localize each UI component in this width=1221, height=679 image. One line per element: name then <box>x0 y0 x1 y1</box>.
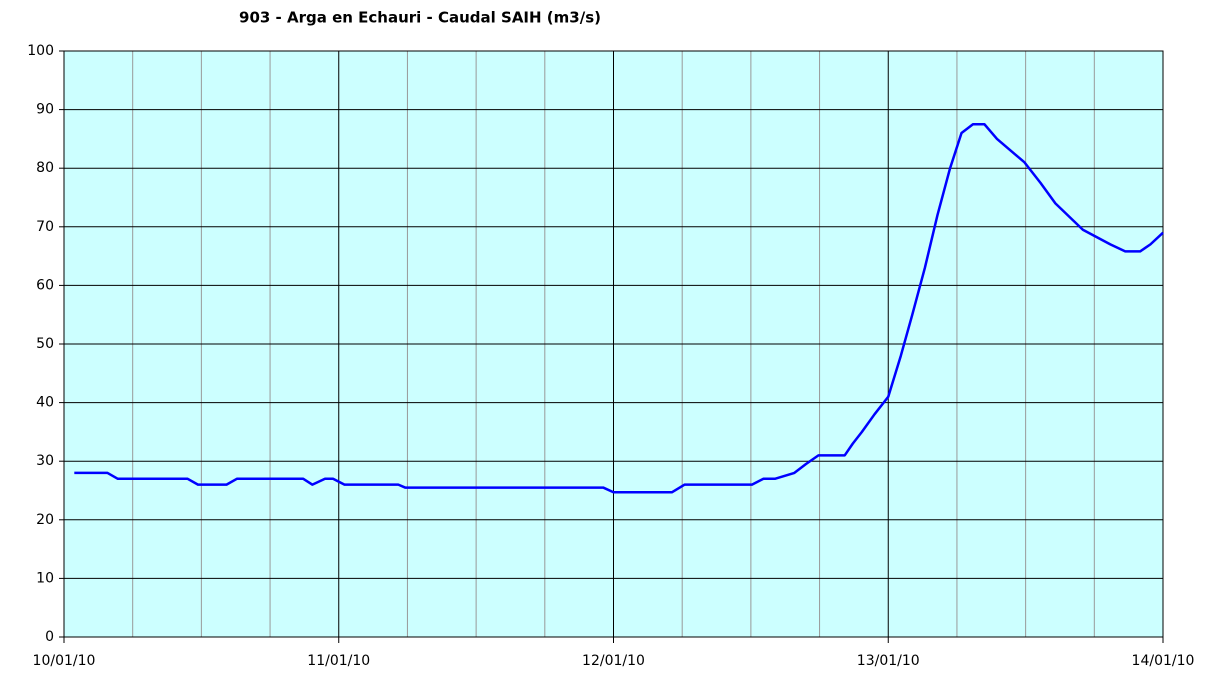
y-tick-label: 30 <box>36 453 54 469</box>
y-tick-label: 70 <box>36 219 54 235</box>
y-tick-label: 90 <box>36 102 54 118</box>
y-tick-label: 20 <box>36 512 54 528</box>
x-tick-label: 14/01/10 <box>1132 653 1195 669</box>
x-tick-label: 10/01/10 <box>33 653 96 669</box>
y-tick-label: 10 <box>36 570 54 586</box>
y-tick-label: 80 <box>36 160 54 176</box>
y-tick-label: 0 <box>45 629 54 645</box>
plot-border <box>63 50 1164 638</box>
x-tick-label: 12/01/10 <box>582 653 645 669</box>
y-tick-label: 60 <box>36 277 54 293</box>
y-tick-label: 50 <box>36 336 54 352</box>
y-tick-label: 40 <box>36 395 54 411</box>
x-tick-label: 11/01/10 <box>307 653 370 669</box>
chart-title: 903 - Arga en Echauri - Caudal SAIH (m3/… <box>239 9 601 27</box>
y-tick-label: 100 <box>27 43 54 59</box>
x-tick-label: 13/01/10 <box>857 653 920 669</box>
data-line <box>74 123 1164 494</box>
